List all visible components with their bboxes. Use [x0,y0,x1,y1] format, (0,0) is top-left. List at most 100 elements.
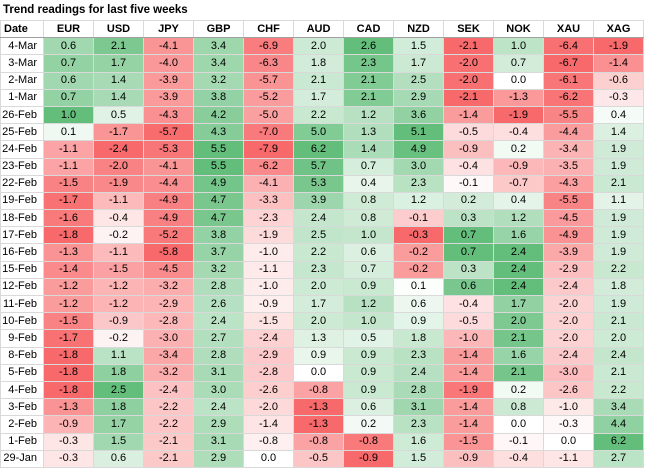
value-cell-xag: 3.4 [593,398,644,417]
value-cell-aud: 1.8 [293,54,344,73]
value-cell-eur: -1.8 [43,346,94,365]
date-cell: 1-Mar [0,88,44,107]
value-cell-jpy: -2.9 [143,294,194,314]
value-cell-xag: -0.6 [593,71,644,90]
value-cell-xau: -1.1 [543,449,594,468]
value-cell-chf: -6.9 [243,37,294,56]
table-row: 3-Feb -1.3 1.8 -2.2 2.4 -2.0 -1.3 0.6 3.1 -1.4 0.8… [0,398,644,417]
date-cell: 12-Feb [0,277,44,297]
value-cell-sek: 0.7 [443,226,494,245]
value-cell-usd: 0.6 [93,449,144,468]
date-cell: 9-Feb [0,329,44,348]
value-cell-nzd: 2.3 [393,174,444,193]
value-cell-xag: 2.7 [593,449,644,468]
value-cell-cad: 0.9 [343,277,394,297]
value-cell-jpy: -3.4 [143,346,194,365]
value-cell-xag: 1.9 [593,243,644,262]
value-cell-chf: -5.2 [243,88,294,107]
trend-readings-table: Date EUR USD JPY GBP CHF AUD CAD NZD SEK… [0,19,644,468]
value-cell-jpy: -4.5 [143,260,194,279]
value-cell-cad: 1.3 [343,123,394,142]
value-cell-usd: 2.5 [93,380,144,400]
value-cell-nok: 1.6 [493,346,544,365]
value-cell-nok: 2.4 [493,243,544,262]
value-cell-chf: -0.8 [243,432,294,451]
value-cell-chf: -1.0 [243,277,294,297]
value-cell-nzd: 0.1 [393,277,444,297]
value-cell-aud: 2.4 [293,209,344,228]
value-cell-gbp: 2.8 [193,277,244,297]
value-cell-nok: -1.9 [493,105,544,125]
value-cell-eur: 1.0 [43,105,94,125]
value-cell-eur: -1.2 [43,277,94,297]
value-cell-nzd: 3.1 [393,398,444,417]
value-cell-eur: -0.3 [43,449,94,468]
table-row: 17-Feb -1.8 -0.2 -5.2 3.8 -1.9 2.5 1.0 -0.3 0.7 1.… [0,226,644,245]
value-cell-nok: 1.7 [493,294,544,314]
value-cell-jpy: -4.0 [143,54,194,73]
value-cell-aud: -0.8 [293,432,344,451]
value-cell-sek: 0.2 [443,191,494,211]
header-row: Date EUR USD JPY GBP CHF AUD CAD NZD SEK… [0,19,644,39]
column-header-nzd: NZD [393,19,444,39]
value-cell-usd: -2.4 [93,140,144,159]
date-cell: 10-Feb [0,312,44,331]
value-cell-eur: 0.7 [43,54,94,73]
table-row: 18-Feb -1.6 -0.4 -4.9 4.7 -2.3 2.4 0.8 -0.1 0.3 1.… [0,209,644,228]
value-cell-aud: 0.9 [293,346,344,365]
value-cell-gbp: 2.8 [193,346,244,365]
value-cell-gbp: 4.7 [193,209,244,228]
table-row: 4-Feb -1.8 2.5 -2.4 3.0 -2.6 -0.8 0.9 2.8 -1.9 0.2… [0,380,644,400]
value-cell-xau: -2.0 [543,312,594,331]
value-cell-cad: 0.8 [343,209,394,228]
value-cell-xau: -5.5 [543,191,594,211]
table-row: 4-Mar 0.6 2.1 -4.1 3.4 -6.9 2.0 2.6 1.5 -2.1 1.0 -6… [0,37,644,56]
date-cell: 3-Mar [0,54,44,73]
value-cell-nok: 1.0 [493,37,544,56]
value-cell-cad: 0.7 [343,260,394,279]
date-cell: 25-Feb [0,123,44,142]
value-cell-nok: 2.1 [493,363,544,382]
value-cell-sek: -0.9 [443,140,494,159]
value-cell-xag: -1.4 [593,54,644,73]
date-cell: 8-Feb [0,346,44,365]
column-header-eur: EUR [43,19,94,39]
value-cell-nzd: 3.6 [393,105,444,125]
value-cell-xau: -2.6 [543,380,594,400]
value-cell-nzd: 4.9 [393,140,444,159]
value-cell-aud: 2.0 [293,277,344,297]
value-cell-nzd: 1.2 [393,191,444,211]
value-cell-usd: 1.7 [93,54,144,73]
value-cell-sek: 0.6 [443,277,494,297]
value-cell-jpy: -2.2 [143,398,194,417]
date-cell: 29-Jan [0,449,44,468]
date-cell: 18-Feb [0,209,44,228]
trend-table-view: Trend readings for last five weeks Date … [0,4,644,468]
value-cell-eur: -1.3 [43,398,94,417]
value-cell-nzd: 1.5 [393,37,444,56]
value-cell-usd: -2.0 [93,157,144,176]
value-cell-xag: 1.9 [593,294,644,314]
column-header-xag: XAG [593,19,644,39]
value-cell-xag: 6.2 [593,432,644,451]
value-cell-sek: -0.4 [443,294,494,314]
value-cell-sek: -0.5 [443,312,494,331]
value-cell-nok: 2.4 [493,260,544,279]
value-cell-aud: 2.0 [293,312,344,331]
value-cell-chf: -1.4 [243,415,294,434]
value-cell-xag: 1.9 [593,226,644,245]
column-header-jpy: JPY [143,19,194,39]
value-cell-nok: 2.4 [493,277,544,297]
value-cell-jpy: -4.1 [143,157,194,176]
value-cell-jpy: -3.0 [143,329,194,348]
value-cell-eur: -1.3 [43,243,94,262]
value-cell-aud: 1.7 [293,294,344,314]
value-cell-sek: -1.4 [443,363,494,382]
table-row: 29-Jan -0.3 0.6 -2.1 2.9 0.0 -0.5 -0.9 1.5 -0.9 -0… [0,449,644,468]
value-cell-nzd: 5.1 [393,123,444,142]
value-cell-aud: 2.0 [293,37,344,56]
value-cell-chf: -1.5 [243,312,294,331]
column-header-cad: CAD [343,19,394,39]
value-cell-nok: 0.7 [493,54,544,73]
value-cell-jpy: -3.2 [143,363,194,382]
